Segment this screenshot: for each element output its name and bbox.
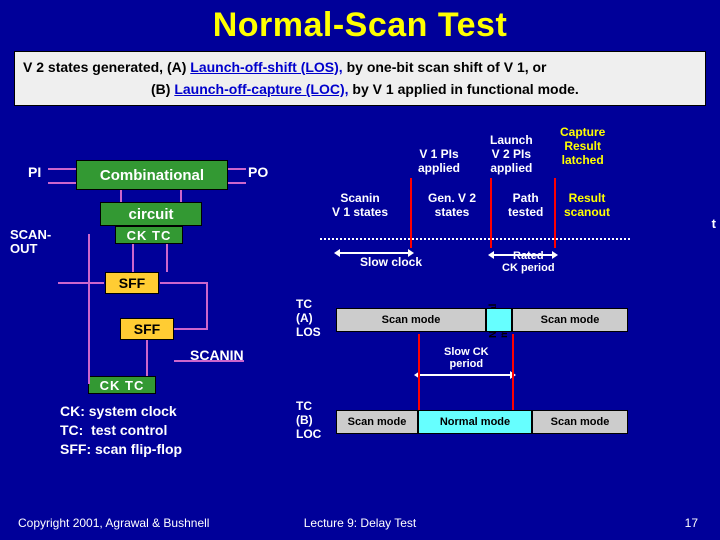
wire xyxy=(160,282,206,284)
footer-lecture: Lecture 9: Delay Test xyxy=(0,516,720,530)
wire xyxy=(174,360,244,362)
wire xyxy=(174,328,208,330)
pi-label: PI xyxy=(28,164,41,180)
arrow xyxy=(494,254,552,256)
launch-label: Launch V 2 PIs applied xyxy=(490,134,533,175)
wire xyxy=(180,190,182,202)
slow-ck-label: Slow CK period xyxy=(444,346,489,370)
legend-text: CK: system clock TC: test control SFF: s… xyxy=(60,402,182,459)
los-scan-bar-right: Scan mode xyxy=(512,308,628,332)
ck-tc-top: CK TC xyxy=(115,226,183,244)
wire xyxy=(166,244,168,272)
loc-normal-bar: Normal mode xyxy=(418,410,532,434)
timing-marker xyxy=(418,334,420,414)
loc-scan-bar-left: Scan mode xyxy=(336,410,418,434)
slow-clock-label: Slow clock xyxy=(360,256,422,270)
wire xyxy=(228,182,246,184)
wire xyxy=(48,168,76,170)
path-tested-label: Path tested xyxy=(508,192,543,220)
desc-line-2: (B) Launch-off-capture (LOC), by V 1 app… xyxy=(23,78,697,100)
sff-top: SFF xyxy=(105,272,159,294)
scanout-label: SCAN- OUT xyxy=(10,228,51,257)
wire xyxy=(120,190,122,202)
circuit-box: circuit xyxy=(100,202,202,226)
tc-b-label: TC (B) LOC xyxy=(296,400,321,441)
los-scan-bar-left: Scan mode xyxy=(336,308,486,332)
genv2-label: Gen. V 2 states xyxy=(428,192,476,220)
arrow xyxy=(340,252,408,254)
desc-l1-ul: Launch-off-shift (LOS), xyxy=(190,59,342,75)
tc-a-label: TC (A) LOS xyxy=(296,298,321,339)
wire xyxy=(228,168,246,170)
diagram-stage: PI PO Combinational circuit CK TC SFF SF… xyxy=(0,122,720,492)
po-label: PO xyxy=(248,164,268,180)
slide-title: Normal-Scan Test xyxy=(0,0,720,45)
desc-l1-pre: V 2 states generated, (A) xyxy=(23,59,190,75)
los-normal-bar xyxy=(486,308,512,332)
capture-label: Capture Result latched xyxy=(560,126,605,167)
footer-page: 17 xyxy=(685,516,698,530)
sff-bottom: SFF xyxy=(120,318,174,340)
timing-marker xyxy=(512,334,514,414)
desc-l2-ul: Launch-off-capture (LOC), xyxy=(174,81,348,97)
desc-l1-post: by one-bit scan shift of V 1, or xyxy=(343,59,547,75)
t-axis-label: t xyxy=(712,216,716,231)
desc-l2-post: by V 1 applied in functional mode. xyxy=(349,81,579,97)
wire xyxy=(146,340,148,376)
wire xyxy=(206,282,208,330)
ck-tc-bottom: CK TC xyxy=(88,376,156,394)
desc-l2-pre: (B) xyxy=(151,81,174,97)
scanin-states-label: Scanin V 1 states xyxy=(332,192,388,220)
result-scanout-label: Result scanout xyxy=(564,192,610,220)
desc-line-1: V 2 states generated, (A) Launch-off-shi… xyxy=(23,56,697,78)
dotted-axis xyxy=(320,238,630,240)
wire xyxy=(58,282,104,284)
v1-pis-label: V 1 PIs applied xyxy=(418,148,460,176)
loc-scan-bar-right: Scan mode xyxy=(532,410,628,434)
wire xyxy=(48,182,76,184)
description-box: V 2 states generated, (A) Launch-off-shi… xyxy=(14,51,706,106)
wire xyxy=(88,234,90,384)
wire xyxy=(132,244,134,272)
combinational-box: Combinational xyxy=(76,160,228,190)
arrow xyxy=(420,374,510,376)
